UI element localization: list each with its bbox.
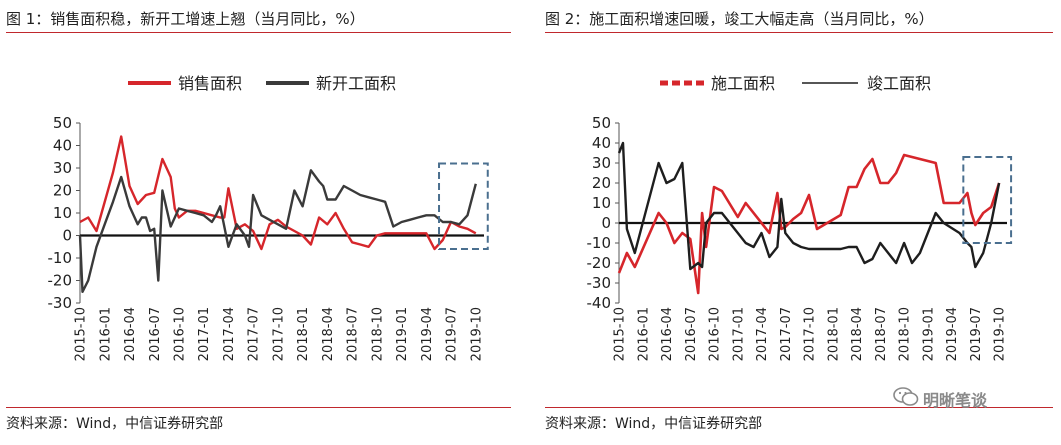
x-tick-label: 2018-04 xyxy=(850,307,865,361)
y-tick-label: 0 xyxy=(62,227,72,245)
y-tick-label: -30 xyxy=(587,274,612,292)
y-tick-label: 40 xyxy=(592,134,611,152)
source-divider xyxy=(545,407,1053,408)
legend-label-1: 施工面积 xyxy=(711,74,775,93)
x-tick-label: 2016-07 xyxy=(148,307,163,361)
x-tick-label: 2019-01 xyxy=(921,307,936,361)
y-tick-label: 50 xyxy=(592,114,611,132)
series-line-1 xyxy=(617,153,1001,295)
x-tick-label: 2015-10 xyxy=(613,307,628,361)
y-tick-label: 30 xyxy=(53,159,72,177)
x-tick-label: 2017-07 xyxy=(779,307,794,361)
y-tick-label: -30 xyxy=(48,294,73,312)
x-tick-label: 2017-10 xyxy=(271,307,286,361)
x-tick-label: 2017-01 xyxy=(197,307,212,361)
chart-title: 图 1：销售面积稳，新开工增速上翘（当月同比，%） xyxy=(6,10,365,28)
x-tick-label: 2016-10 xyxy=(708,307,723,361)
x-tick-label: 2017-10 xyxy=(803,307,818,361)
title-divider xyxy=(6,32,511,33)
series-line-1 xyxy=(79,135,477,251)
x-tick-label: 2017-04 xyxy=(755,307,770,361)
x-tick-label: 2016-04 xyxy=(660,307,675,361)
y-tick-label: 10 xyxy=(592,194,611,212)
title-divider xyxy=(545,32,1053,33)
line-chart-1: -30 -20 -10 0 10 20 30 40 50 2015-10 2016-01 2016-0… xyxy=(48,74,489,361)
x-tick-label: 2019-04 xyxy=(420,307,435,361)
x-tick-label: 2018-01 xyxy=(826,307,841,361)
x-tick-label: 2017-07 xyxy=(247,307,262,361)
x-tick-label: 2018-10 xyxy=(370,307,385,361)
highlight-box xyxy=(438,162,489,250)
x-tick-label: 2019-10 xyxy=(993,307,1008,361)
line-chart-2: -40 -30 -20 -10 0 10 20 30 40 50 2015-10 2016-01 201… xyxy=(587,74,1013,361)
legend-label-1: 销售面积 xyxy=(178,74,242,93)
y-tick-label: 20 xyxy=(53,182,72,200)
x-tick-label: 2018-01 xyxy=(296,307,311,361)
chart-panel-2: 图 2：施工面积增速回暖，竣工大幅走高（当月同比，%） -40 -30 -20 -10… xyxy=(545,0,1055,445)
x-tick-label: 2016-10 xyxy=(172,307,187,361)
x-tick-label: 2018-07 xyxy=(874,307,889,361)
x-tick-label: 2016-01 xyxy=(98,307,113,361)
source-note: 资料来源：Wind，中信证券研究部 xyxy=(545,416,763,432)
x-tick-label: 2019-01 xyxy=(395,307,410,361)
legend-label-2: 新开工面积 xyxy=(316,74,396,93)
wechat-icon xyxy=(893,386,919,412)
x-tick-label: 2016-01 xyxy=(636,307,651,361)
y-tick-label: 30 xyxy=(592,154,611,172)
y-tick-label: -10 xyxy=(48,249,73,267)
y-tick-label: 0 xyxy=(601,214,611,232)
y-tick-label: 40 xyxy=(53,137,72,155)
x-tick-label: 2017-01 xyxy=(731,307,746,361)
y-tick-label: 10 xyxy=(53,204,72,222)
watermark-text: 明晰笔谈 xyxy=(923,391,988,410)
y-tick-label: 20 xyxy=(592,174,611,192)
x-tick-label: 2015-10 xyxy=(74,307,89,361)
source-divider xyxy=(6,407,511,408)
x-tick-label: 2016-04 xyxy=(123,307,138,361)
source-note: 资料来源：Wind，中信证券研究部 xyxy=(6,416,224,432)
y-tick-label: 50 xyxy=(53,114,72,132)
x-tick-label: 2018-04 xyxy=(321,307,336,361)
y-tick-label: -20 xyxy=(48,272,73,290)
y-tick-label: -40 xyxy=(587,294,612,312)
chart-panel-1: 图 1：销售面积稳，新开工增速上翘（当月同比，%） -30 -20 -10 0 10 20… xyxy=(6,0,516,445)
legend-label-2: 竣工面积 xyxy=(867,74,931,93)
watermark: 明晰笔谈 xyxy=(893,386,987,412)
x-tick-label: 2019-07 xyxy=(445,307,460,361)
series-line-2 xyxy=(78,169,477,293)
x-tick-label: 2016-07 xyxy=(684,307,699,361)
x-tick-label: 2019-10 xyxy=(469,307,484,361)
x-tick-label: 2017-04 xyxy=(222,307,237,361)
highlight-box xyxy=(962,156,1013,244)
x-tick-label: 2019-07 xyxy=(969,307,984,361)
x-tick-label: 2018-10 xyxy=(898,307,913,361)
x-tick-label: 2019-04 xyxy=(945,307,960,361)
y-tick-label: -10 xyxy=(587,234,612,252)
chart-title: 图 2：施工面积增速回暖，竣工大幅走高（当月同比，%） xyxy=(545,10,934,28)
series-line-2 xyxy=(617,141,1001,271)
x-tick-label: 2018-07 xyxy=(346,307,361,361)
y-tick-label: -20 xyxy=(587,254,612,272)
